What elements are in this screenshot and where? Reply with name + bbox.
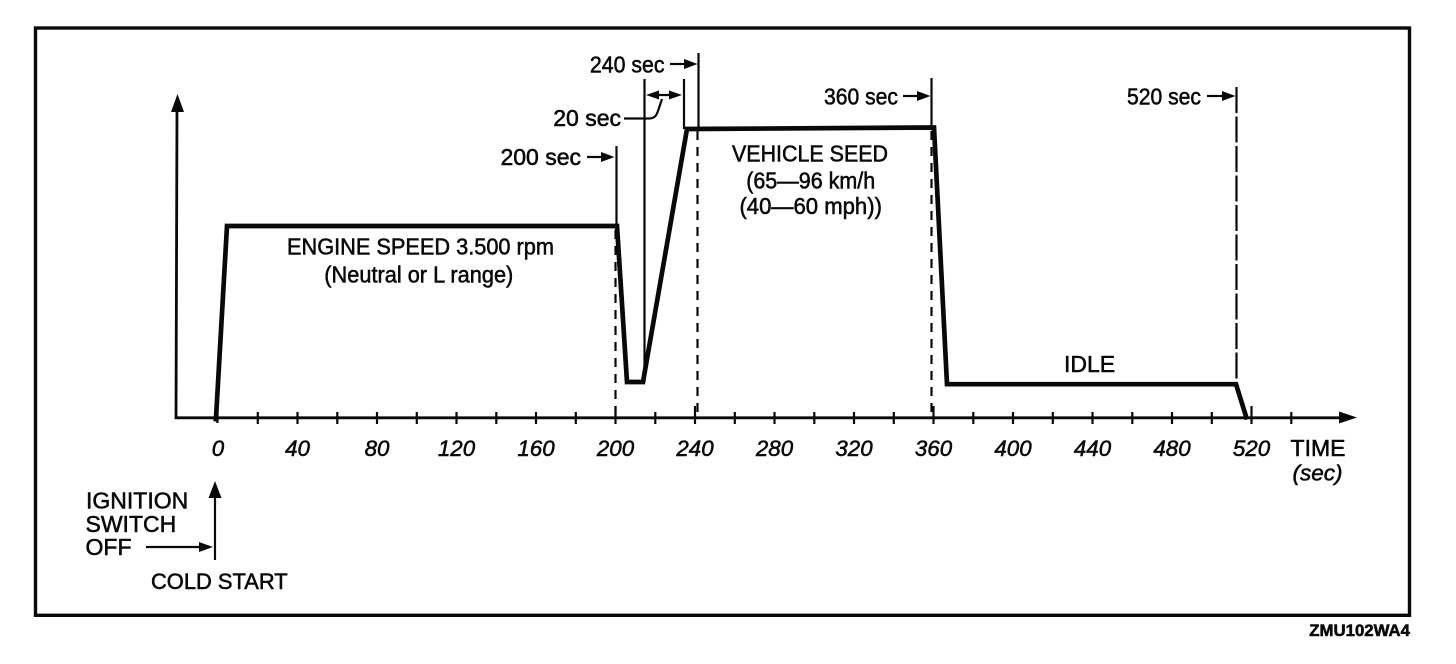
svg-text:(sec): (sec) (1293, 461, 1343, 486)
svg-text:360 sec: 360 sec (824, 84, 898, 110)
svg-text:200 sec: 200 sec (500, 144, 581, 170)
svg-text:OFF: OFF (86, 534, 132, 560)
svg-text:360: 360 (915, 436, 953, 461)
svg-text:400: 400 (994, 436, 1032, 461)
svg-text:280: 280 (755, 436, 794, 461)
svg-text:TIME: TIME (1291, 435, 1346, 461)
svg-text:COLD START: COLD START (151, 569, 288, 594)
svg-text:80: 80 (365, 436, 390, 461)
svg-text:IGNITION: IGNITION (86, 488, 188, 514)
svg-text:520: 520 (1233, 436, 1271, 461)
svg-text:(40—60 mph)): (40—60 mph)) (739, 193, 882, 219)
svg-text:240: 240 (675, 436, 714, 461)
svg-text:520 sec: 520 sec (1127, 84, 1201, 110)
svg-text:440: 440 (1074, 436, 1112, 461)
svg-text:40: 40 (285, 436, 310, 461)
svg-text:20 sec: 20 sec (553, 105, 621, 131)
svg-text:160: 160 (517, 436, 555, 461)
svg-text:(Neutral or L range): (Neutral or L range) (324, 261, 513, 287)
svg-text:0: 0 (212, 436, 225, 461)
svg-text:200: 200 (596, 436, 635, 461)
svg-text:320: 320 (835, 436, 873, 461)
svg-text:ENGINE SPEED 3.500 rpm: ENGINE SPEED 3.500 rpm (287, 233, 554, 259)
svg-text:120: 120 (438, 436, 476, 461)
svg-text:(65—96 km/h: (65—96 km/h (746, 168, 875, 194)
svg-text:SWITCH: SWITCH (86, 511, 177, 537)
svg-text:IDLE: IDLE (1064, 351, 1115, 377)
svg-text:ZMU102WA4: ZMU102WA4 (1309, 621, 1410, 640)
svg-text:480: 480 (1153, 436, 1191, 461)
svg-text:240 sec: 240 sec (590, 52, 665, 78)
svg-text:VEHICLE SEED: VEHICLE SEED (732, 141, 888, 167)
